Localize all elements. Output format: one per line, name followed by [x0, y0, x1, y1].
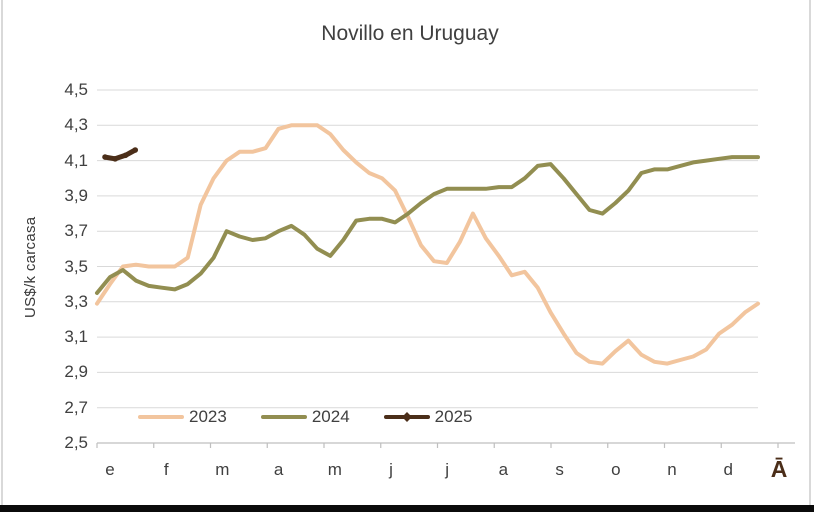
series-marker-2025 [102, 154, 108, 160]
legend-label-2023: 2023 [189, 407, 227, 426]
legend-swatch-2023 [138, 415, 184, 419]
legend-swatch-2025 [383, 412, 430, 422]
y-tick-label: 4,5 [64, 80, 88, 99]
legend-item-2023: 2023 [138, 407, 227, 427]
y-tick-label: 2,5 [64, 433, 88, 452]
y-tick-label: 3,5 [64, 256, 88, 276]
x-tick-label: s [555, 460, 564, 479]
x-tick-label: a [498, 460, 509, 479]
chart-title: Novillo en Uruguay [321, 22, 499, 45]
y-tick-label: 3,1 [64, 327, 88, 347]
legend-marker-diamond-icon [401, 412, 412, 422]
window-left-edge [1, 0, 3, 505]
y-tick-label: 4,3 [64, 115, 88, 135]
x-tick-label: a [273, 460, 284, 479]
y-tick-label: 2,9 [64, 362, 88, 382]
series-marker-2025 [122, 152, 129, 159]
y-tick-label: 2,7 [64, 397, 88, 417]
series-marker-2025 [112, 156, 118, 162]
x-tick-label: f [163, 460, 169, 479]
y-tick-label: 3,7 [64, 221, 88, 241]
y-tick-label: 4,1 [64, 150, 88, 170]
series-line-2025 [102, 147, 138, 162]
x-axis-extra-label: Ā [770, 456, 788, 482]
series-marker-2025 [132, 147, 139, 153]
series-line-2024 [95, 155, 760, 295]
window-bottom-bar [0, 505, 814, 512]
y-tick-label: 3,9 [64, 185, 88, 205]
legend-item-2024: 2024 [260, 407, 350, 427]
legend-item-2025: 2025 [383, 407, 473, 427]
legend-label-2024: 2024 [311, 407, 350, 426]
legend-swatch-2024 [260, 415, 307, 419]
x-tick-label: m [327, 460, 342, 479]
legend-label-2025: 2025 [434, 407, 473, 426]
x-tick-label: n [667, 460, 677, 479]
x-tick-label: m [215, 460, 230, 479]
x-tick-label: o [611, 460, 621, 479]
legend: 2023 2024 2025 [138, 406, 506, 428]
x-tick-label: j [445, 460, 450, 479]
x-tick-label: e [105, 460, 115, 479]
y-tick-label: 3,3 [64, 291, 88, 311]
window-right-edge [809, 0, 811, 505]
x-tick-label: d [723, 460, 733, 479]
series-line-2023 [95, 123, 760, 366]
x-tick-label: j [389, 460, 393, 479]
